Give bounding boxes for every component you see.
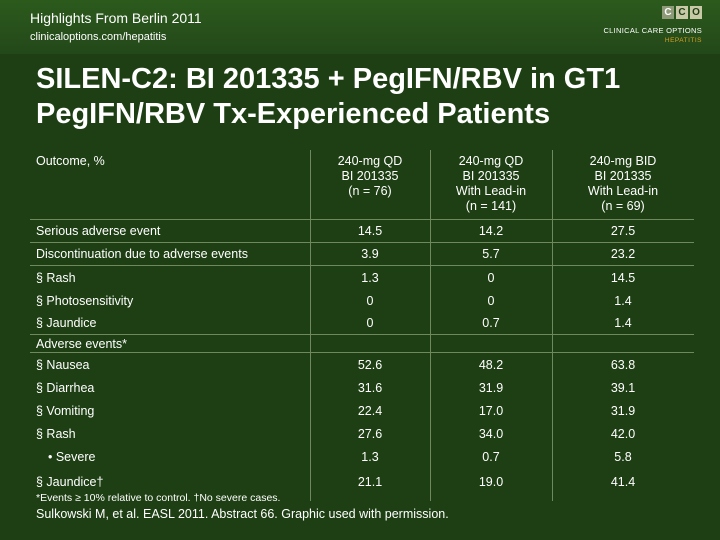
- row-value: 42.0: [610, 426, 636, 441]
- footnote: *Events ≥ 10% relative to control. †No s…: [36, 492, 281, 504]
- row-value: 39.1: [610, 380, 636, 395]
- row-value: 5.7: [482, 247, 500, 261]
- column-header-line: 240-mg QD: [337, 154, 403, 168]
- row-value: 27.6: [357, 426, 383, 441]
- header-band: [0, 0, 720, 54]
- table-row: § Diarrhea 31.6 31.9 39.1: [30, 376, 694, 399]
- column-header-line: (n = 141): [465, 199, 517, 213]
- table-row: Discontinuation due to adverse events 3.…: [30, 243, 694, 266]
- outcome-column-header: Outcome, %: [36, 154, 105, 168]
- column-header-line: (n = 69): [601, 199, 645, 213]
- table-row: § Nausea 52.6 48.2 63.8: [30, 353, 694, 376]
- column-header-line: 240-mg QD: [458, 154, 524, 168]
- row-label: § Jaundice: [36, 316, 97, 330]
- clinical-care-options-logo: C C O CLINICAL CARE OPTIONS HEPATITIS: [592, 6, 702, 48]
- table-row: Serious adverse event 14.5 14.2 27.5: [30, 220, 694, 243]
- table-row: § Rash 1.3 0 14.5: [30, 266, 694, 289]
- column-header-line: BI 201335: [594, 169, 652, 183]
- column-header-line: With Lead-in: [587, 184, 659, 198]
- table-section-row: Adverse events*: [30, 335, 694, 353]
- column-header-bid-lead-in: 240-mg BID BI 201335 With Lead-in (n = 6…: [552, 154, 694, 214]
- row-value: 23.2: [610, 247, 636, 261]
- row-value: 31.9: [478, 380, 504, 395]
- row-value: 31.6: [357, 380, 383, 395]
- table-row: § Jaundice 0 0.7 1.4: [30, 312, 694, 335]
- column-header-line: With Lead-in: [455, 184, 527, 198]
- conference-title: Highlights From Berlin 2011: [30, 10, 202, 26]
- row-value: 19.0: [478, 474, 504, 489]
- table-row: § Photosensitivity 0 0 1.4: [30, 289, 694, 312]
- row-label: Discontinuation due to adverse events: [36, 247, 248, 261]
- table-row: • Severe 1.3 0.7 5.8: [30, 445, 694, 468]
- row-value: 34.0: [478, 426, 504, 441]
- row-label: § Photosensitivity: [36, 293, 134, 308]
- row-value: 0.7: [482, 449, 500, 464]
- row-label: Serious adverse event: [36, 224, 161, 238]
- column-divider: [310, 150, 311, 501]
- website-url: clinicaloptions.com/hepatitis: [30, 31, 167, 43]
- row-label: § Rash: [36, 426, 76, 441]
- column-header-line: BI 201335: [462, 169, 520, 183]
- logo-name: CLINICAL CARE OPTIONS: [603, 26, 702, 35]
- table-row: § Rash 27.6 34.0 42.0: [30, 422, 694, 445]
- column-divider: [430, 150, 431, 501]
- row-value: 0: [366, 316, 374, 330]
- column-divider: [552, 150, 553, 501]
- logo-letter: C: [676, 6, 688, 19]
- row-value: 48.2: [478, 357, 504, 372]
- row-value: 0: [366, 293, 374, 308]
- row-label: § Rash: [36, 270, 76, 285]
- row-value: 5.8: [614, 449, 632, 464]
- row-label: • Severe: [48, 449, 96, 464]
- table-header-row: Outcome, % 240-mg QD BI 201335 (n = 76) …: [30, 150, 694, 220]
- logo-letter: C: [662, 6, 674, 19]
- table-row: § Vomiting 22.4 17.0 31.9: [30, 399, 694, 422]
- row-value: 52.6: [357, 357, 383, 372]
- row-value: 1.4: [614, 293, 632, 308]
- row-value: 21.1: [357, 474, 383, 489]
- row-value: 14.2: [478, 224, 504, 238]
- row-value: 17.0: [478, 403, 504, 418]
- row-label: § Nausea: [36, 357, 90, 372]
- row-value: 27.5: [610, 224, 636, 238]
- row-value: 3.9: [361, 247, 379, 261]
- logo-letter: O: [690, 6, 702, 19]
- row-value: 1.3: [361, 270, 379, 285]
- slide-title-line-2: PegIFN/RBV Tx-Experienced Patients: [36, 98, 551, 130]
- row-value: 41.4: [610, 474, 636, 489]
- column-header-line: (n = 76): [348, 184, 392, 198]
- section-label: Adverse events*: [36, 336, 128, 351]
- row-value: 14.5: [357, 224, 383, 238]
- row-label: § Diarrhea: [36, 380, 95, 395]
- slide-title-line-1: SILEN-C2: BI 201335 + PegIFN/RBV in GT1: [36, 63, 621, 95]
- row-value: 0: [487, 270, 495, 285]
- logo-tagline: HEPATITIS: [664, 37, 702, 44]
- slide-title: SILEN-C2: BI 201335 + PegIFN/RBV in GT1 …: [36, 62, 696, 132]
- row-value: 1.4: [614, 316, 632, 330]
- column-header-qd-lead-in: 240-mg QD BI 201335 With Lead-in (n = 14…: [430, 154, 552, 214]
- citation: Sulkowski M, et al. EASL 2011. Abstract …: [36, 507, 449, 521]
- row-value: 22.4: [357, 403, 383, 418]
- column-header-line: BI 201335: [341, 169, 399, 183]
- row-value: 31.9: [610, 403, 636, 418]
- row-value: 0: [487, 293, 495, 308]
- row-label: § Vomiting: [36, 403, 95, 418]
- table-row: § Jaundice† 21.1 19.0 41.4: [30, 468, 694, 495]
- column-header-line: 240-mg BID: [589, 154, 657, 168]
- row-value: 14.5: [610, 270, 636, 285]
- row-value: 63.8: [610, 357, 636, 372]
- column-header-qd: 240-mg QD BI 201335 (n = 76): [310, 154, 430, 199]
- row-label: § Jaundice†: [36, 474, 104, 489]
- row-value: 0.7: [482, 316, 500, 330]
- row-value: 1.3: [361, 449, 379, 464]
